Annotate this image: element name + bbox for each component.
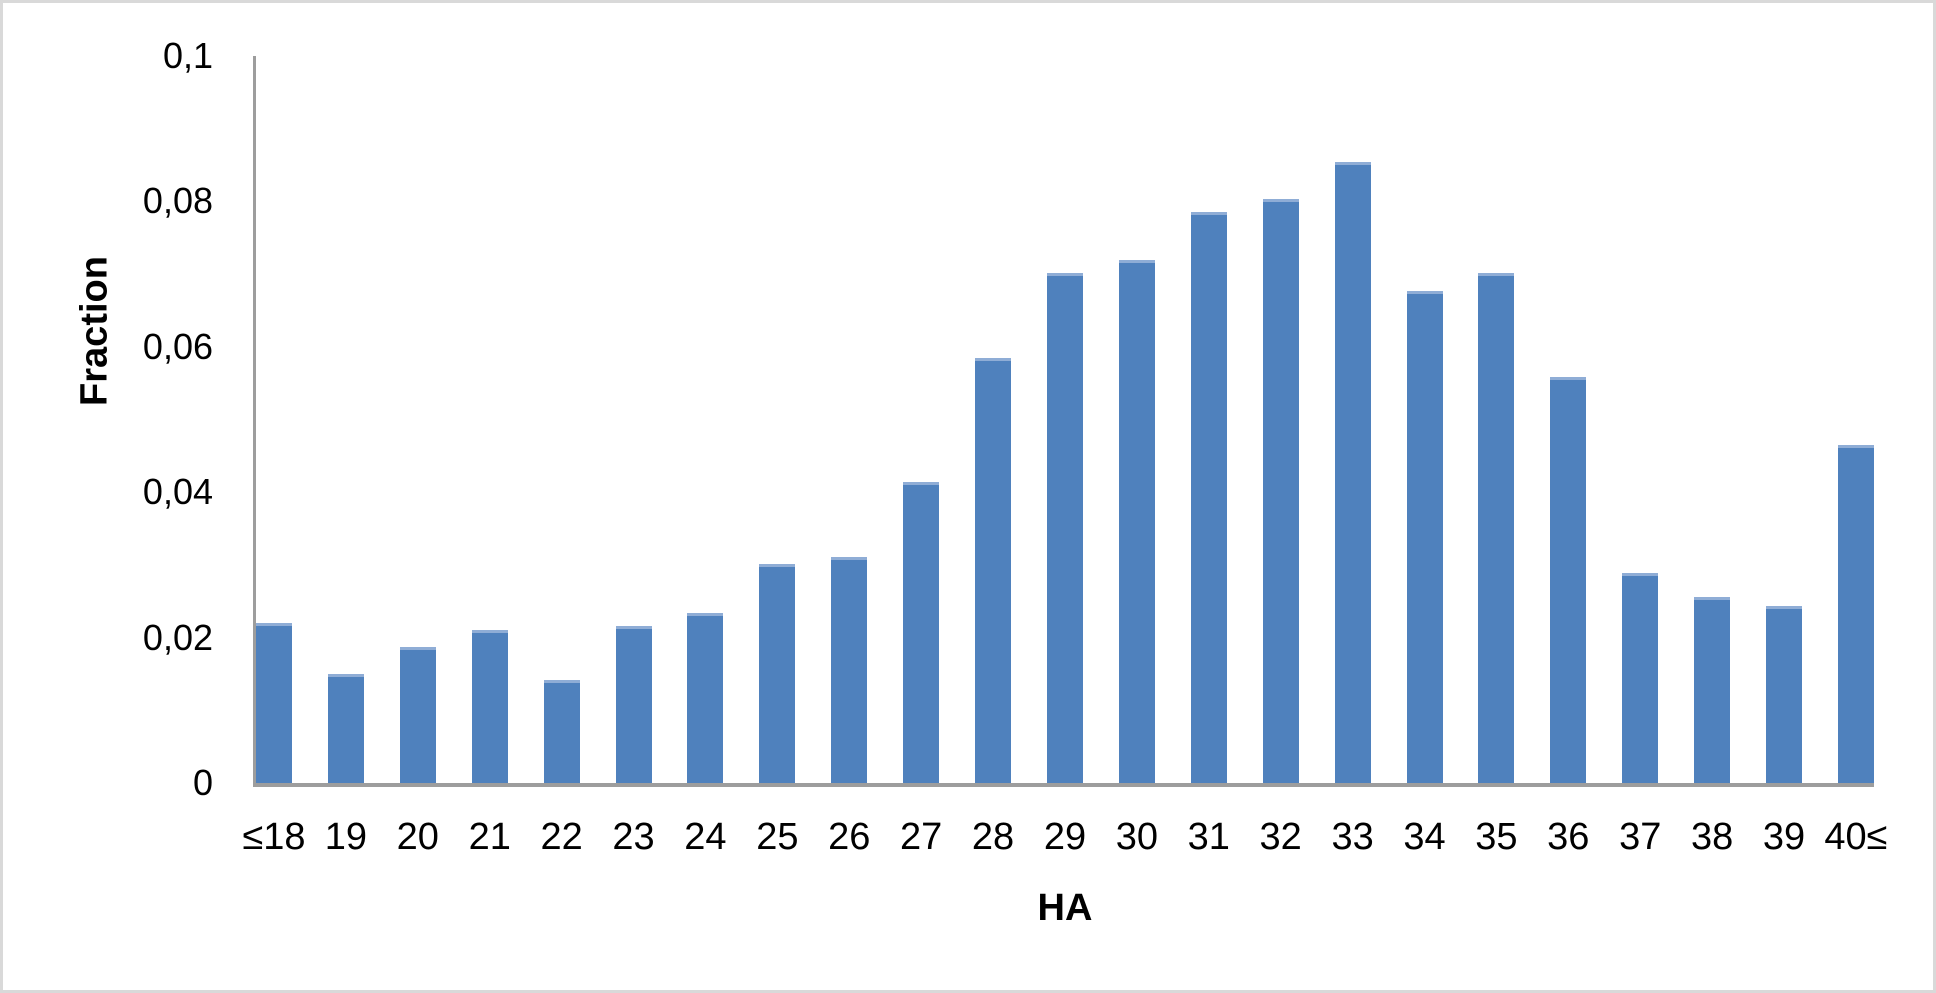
- x-tick-label-text: 24: [684, 816, 727, 858]
- x-tick-label-36: 36: [1547, 815, 1590, 867]
- x-tick-label-text: 40≤: [1824, 816, 1888, 858]
- bar-35: [1478, 273, 1515, 783]
- x-tick-label-30: 30: [1115, 815, 1159, 867]
- x-axis-title: HA: [1037, 887, 1093, 929]
- bar-27: [903, 482, 940, 783]
- x-tick-label-text: 31: [1187, 816, 1230, 858]
- x-tick-label-26: 26: [828, 815, 871, 867]
- x-tick-label-24: 24: [684, 815, 727, 867]
- x-tick-label-35: 35: [1475, 815, 1518, 867]
- x-tick-label-text: 27: [900, 816, 943, 858]
- x-tick-label-23: 23: [612, 815, 654, 867]
- x-axis-labels: ≤18 19 20 21 22 23 24 25 26 27 28 29 30 31 32 33 34 35 36 3…: [242, 815, 1887, 867]
- y-tick-label-0,1: 0,1: [162, 35, 213, 76]
- bar-37: [1622, 572, 1659, 783]
- x-tick-label-text: 39: [1762, 816, 1806, 858]
- x-tick-label-text: 37: [1619, 816, 1662, 858]
- x-tick-label-28: 28: [971, 815, 1015, 867]
- x-tick-label-text: 23: [612, 816, 655, 858]
- bar-34: [1406, 290, 1443, 783]
- x-tick-label-25: 25: [756, 815, 799, 867]
- x-tick-label-40≤: 40≤: [1824, 815, 1887, 867]
- x-axis-line: [253, 783, 1874, 787]
- x-tick-label-text: 28: [971, 816, 1015, 858]
- x-tick-label-text: 19: [324, 816, 368, 858]
- x-tick-label-text: 29: [1043, 816, 1087, 858]
- bar-22: [543, 679, 580, 783]
- x-tick-label-33: 33: [1331, 815, 1373, 867]
- x-tick-label-text: 38: [1690, 816, 1734, 858]
- x-tick-label-text: 30: [1115, 816, 1159, 858]
- bar-24: [687, 612, 724, 783]
- x-tick-label-text: ≤18: [242, 816, 306, 858]
- bar-38: [1694, 596, 1731, 783]
- bar-25: [759, 564, 796, 783]
- bar-≤18: [256, 623, 292, 783]
- x-tick-label-text: 34: [1403, 816, 1446, 858]
- x-tick-label-19: 19: [324, 815, 368, 867]
- bar-23: [615, 626, 652, 783]
- bar-30: [1118, 260, 1155, 783]
- bar-28: [975, 357, 1012, 783]
- bar-39: [1766, 606, 1803, 783]
- x-tick-label-21: 21: [468, 815, 511, 867]
- bar-40≤: [1837, 444, 1874, 783]
- x-tick-label-text: 33: [1331, 816, 1374, 858]
- bar-20: [399, 647, 436, 783]
- x-tick-label-text: 35: [1475, 816, 1518, 858]
- y-tick-label-0,02: 0,02: [142, 616, 213, 658]
- x-tick-label-38: 38: [1690, 815, 1734, 867]
- y-axis-line: [253, 56, 256, 787]
- bar-19: [327, 674, 364, 783]
- bar-21: [471, 630, 508, 783]
- y-tick-label-0,06: 0,06: [142, 325, 213, 367]
- x-tick-label-≤18: ≤18: [242, 815, 305, 867]
- x-tick-label-39: 39: [1762, 815, 1806, 867]
- bar-32: [1262, 199, 1299, 783]
- bar-33: [1334, 162, 1371, 783]
- x-tick-label-20: 20: [396, 815, 439, 867]
- y-axis-tick-labels: 0 0,02 0,04 0,06 0,08 0,1: [63, 3, 213, 990]
- y-tick-label-0,08: 0,08: [142, 180, 213, 222]
- x-tick-label-text: 25: [756, 816, 799, 858]
- bar-29: [1046, 273, 1083, 783]
- x-tick-label-text: 32: [1259, 816, 1302, 858]
- x-tick-label-29: 29: [1043, 815, 1087, 867]
- x-tick-label-text: 26: [828, 816, 871, 858]
- x-tick-label-27: 27: [900, 815, 943, 867]
- x-tick-label-37: 37: [1619, 815, 1662, 867]
- x-tick-label-34: 34: [1403, 815, 1445, 867]
- bars-container: [256, 56, 1874, 783]
- bar-36: [1550, 377, 1587, 783]
- x-tick-label-text: 21: [468, 816, 511, 858]
- x-tick-label-31: 31: [1187, 815, 1230, 867]
- bar-31: [1190, 212, 1227, 783]
- bar-26: [831, 556, 868, 783]
- y-tick-label-0,04: 0,04: [142, 471, 213, 513]
- x-tick-label-32: 32: [1259, 815, 1302, 867]
- y-tick-label-0: 0: [192, 762, 213, 803]
- x-tick-label-text: 20: [396, 816, 439, 858]
- x-tick-label-text: 22: [540, 816, 583, 858]
- x-tick-label-text: 36: [1547, 816, 1590, 858]
- x-tick-label-22: 22: [540, 815, 582, 867]
